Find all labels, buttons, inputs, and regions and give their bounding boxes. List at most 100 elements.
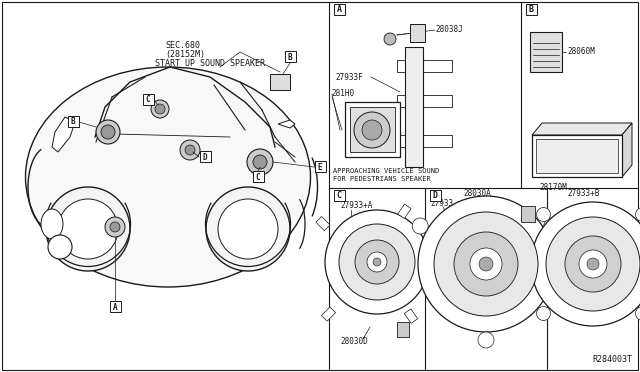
Circle shape (339, 224, 415, 300)
Circle shape (579, 250, 607, 278)
Circle shape (325, 210, 429, 314)
Text: 28038J: 28038J (435, 26, 463, 35)
Bar (316, 217, 330, 231)
Bar (397, 95, 452, 107)
Circle shape (470, 248, 502, 280)
Bar (397, 135, 452, 147)
Ellipse shape (41, 209, 63, 239)
Circle shape (418, 196, 554, 332)
Bar (334, 190, 345, 201)
Text: START UP SOUND SPEAKER: START UP SOUND SPEAKER (155, 58, 265, 67)
Bar (143, 94, 154, 105)
Text: B: B (529, 6, 534, 15)
Circle shape (636, 208, 640, 221)
Text: C: C (146, 96, 150, 105)
Circle shape (367, 252, 387, 272)
Text: A: A (337, 6, 342, 15)
Bar (430, 190, 441, 201)
Text: A: A (113, 302, 117, 311)
Text: D: D (203, 153, 207, 161)
Text: B: B (70, 118, 76, 126)
Text: (28152M): (28152M) (165, 49, 205, 58)
Circle shape (362, 120, 382, 140)
Circle shape (46, 187, 130, 271)
Circle shape (355, 240, 399, 284)
Polygon shape (622, 123, 632, 177)
Bar (410, 24, 425, 42)
Circle shape (536, 307, 550, 321)
Text: 28060M: 28060M (567, 48, 595, 57)
Text: D: D (433, 192, 438, 201)
Bar (526, 4, 537, 15)
Circle shape (101, 125, 115, 139)
Bar (285, 51, 296, 62)
Circle shape (185, 145, 195, 155)
Bar (334, 4, 345, 15)
Bar (397, 322, 409, 337)
Bar (350, 107, 395, 152)
Circle shape (48, 235, 72, 259)
Text: B: B (288, 52, 292, 61)
Text: 28030A: 28030A (463, 189, 491, 199)
Bar (321, 307, 335, 321)
Circle shape (151, 100, 169, 118)
Bar (200, 151, 211, 162)
Polygon shape (52, 117, 75, 152)
Bar (110, 301, 121, 312)
Circle shape (434, 212, 538, 316)
Bar (521, 206, 535, 222)
Circle shape (636, 307, 640, 321)
Circle shape (96, 120, 120, 144)
Text: 27933+B: 27933+B (567, 189, 600, 199)
Text: 28170M: 28170M (539, 183, 567, 192)
Circle shape (58, 199, 118, 259)
Circle shape (110, 222, 120, 232)
Text: APPROACHING VEHICLE SOUND: APPROACHING VEHICLE SOUND (333, 168, 439, 174)
Text: 281H0: 281H0 (331, 90, 354, 99)
Circle shape (155, 104, 165, 114)
Polygon shape (532, 123, 632, 135)
Circle shape (546, 217, 640, 311)
Circle shape (180, 140, 200, 160)
Circle shape (478, 332, 494, 348)
Circle shape (206, 187, 290, 271)
Bar (530, 32, 562, 72)
Bar (253, 171, 264, 182)
Circle shape (531, 202, 640, 326)
Text: 28030D: 28030D (340, 337, 368, 346)
Circle shape (479, 257, 493, 271)
Text: R284003T: R284003T (592, 356, 632, 365)
Text: 27933F: 27933F (335, 73, 363, 81)
Circle shape (105, 217, 125, 237)
Text: E: E (317, 163, 323, 171)
Bar (405, 47, 423, 167)
Bar (68, 116, 79, 127)
Bar (532, 135, 622, 177)
Polygon shape (278, 120, 295, 128)
Text: FOR PEDESTRIANS SPEAKER: FOR PEDESTRIANS SPEAKER (333, 176, 431, 182)
Circle shape (544, 218, 560, 234)
Bar (397, 204, 411, 218)
Circle shape (412, 218, 428, 234)
Ellipse shape (26, 67, 310, 287)
Circle shape (253, 155, 267, 169)
Bar (397, 60, 452, 72)
Circle shape (247, 149, 273, 175)
Circle shape (536, 208, 550, 221)
Circle shape (454, 232, 518, 296)
Circle shape (373, 258, 381, 266)
Circle shape (384, 33, 396, 45)
Bar (270, 74, 290, 90)
Text: C: C (256, 173, 260, 182)
Bar (315, 161, 326, 172)
Bar (404, 309, 418, 323)
Text: SEC.680: SEC.680 (165, 41, 200, 49)
Text: 27933+A: 27933+A (340, 202, 372, 211)
Circle shape (587, 258, 599, 270)
Text: 27933: 27933 (430, 199, 453, 208)
Circle shape (354, 112, 390, 148)
Bar (536, 139, 618, 173)
Bar (345, 102, 400, 157)
Circle shape (218, 199, 278, 259)
Text: C: C (337, 192, 342, 201)
